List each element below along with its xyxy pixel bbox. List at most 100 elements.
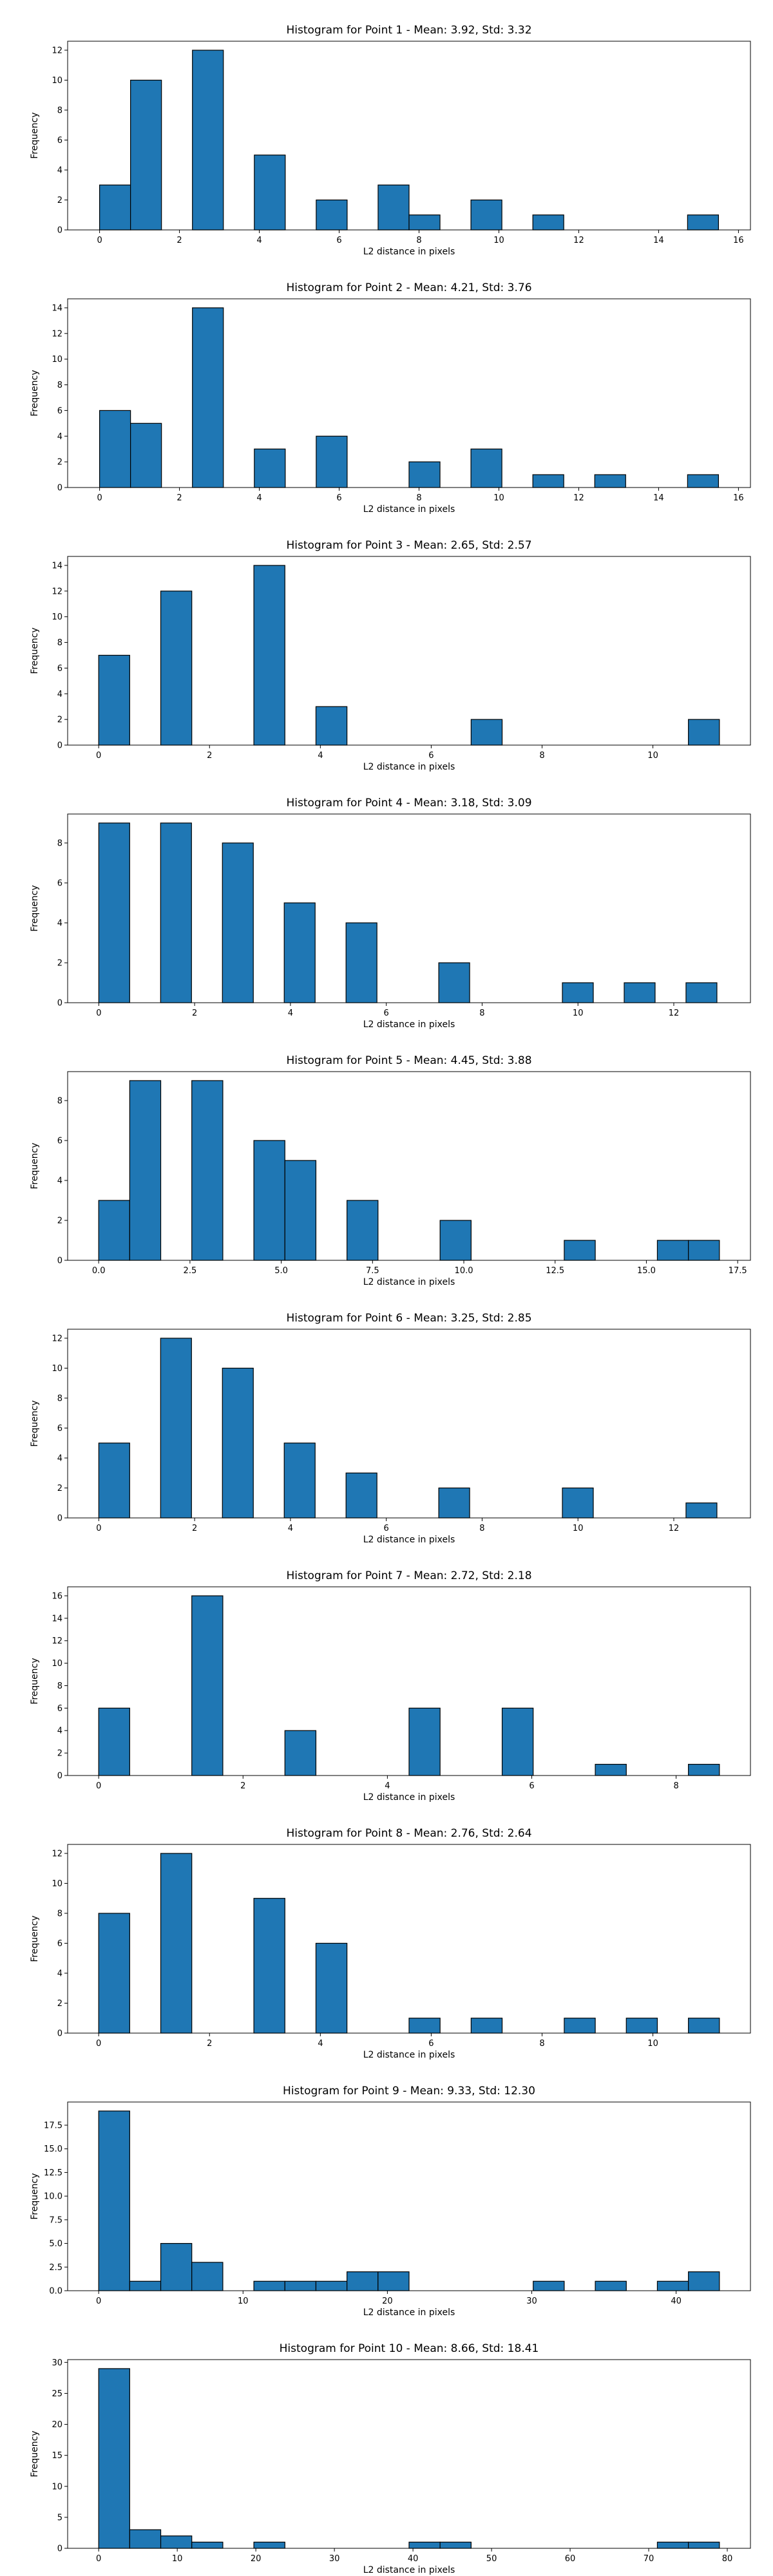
- x-tick-label: 10: [647, 751, 658, 761]
- histogram-bar: [98, 1200, 130, 1261]
- y-tick-label: 2: [57, 1216, 62, 1226]
- plot-frame: [67, 1586, 751, 1776]
- y-tick-label: 8: [57, 1909, 62, 1918]
- y-tick-label: 6: [57, 1939, 62, 1949]
- histogram-bar: [685, 982, 718, 1003]
- x-tick-label: 6: [384, 1009, 389, 1018]
- y-axis-label: Frequency: [30, 370, 40, 416]
- histogram-bar: [687, 474, 720, 488]
- y-tick-label: 6: [57, 1704, 62, 1714]
- histogram-bar: [129, 2280, 162, 2291]
- y-tick-label: 17.5: [44, 2121, 62, 2130]
- x-axis-label: L2 distance in pixels: [363, 1277, 455, 1287]
- x-tick-label: 30: [329, 2554, 340, 2564]
- y-tick-label: 8: [57, 1096, 62, 1106]
- y-tick-label: 12: [52, 329, 62, 339]
- histogram-bar: [562, 982, 594, 1003]
- x-tick-label: 0: [97, 236, 102, 245]
- histogram-bar: [316, 435, 348, 488]
- histogram-bar: [315, 1942, 348, 2034]
- histogram-bar: [160, 2242, 193, 2291]
- y-tick-label: 16: [52, 1591, 62, 1601]
- y-tick-label: 2: [57, 1484, 62, 1493]
- histogram-bar: [345, 1472, 377, 1519]
- histogram-chart-10: Histogram for Point 10 - Mean: 8.66, Std…: [30, 2342, 751, 2575]
- chart-title: Histogram for Point 8 - Mean: 2.76, Std:…: [286, 1827, 531, 1840]
- x-tick-label: 0: [96, 2039, 101, 2049]
- y-tick-label: 7.5: [49, 2215, 62, 2225]
- y-axis-label: Frequency: [30, 2173, 40, 2219]
- plot-frame: [67, 298, 751, 488]
- histogram-bar: [98, 2110, 130, 2291]
- x-tick-label: 12.5: [546, 1266, 564, 1276]
- y-tick-label: 4: [57, 690, 62, 699]
- histogram-bar: [377, 184, 410, 231]
- histogram-chart-8: Histogram for Point 8 - Mean: 2.76, Std:…: [30, 1827, 751, 2060]
- x-tick-label: 8: [416, 493, 421, 503]
- histogram-bar: [688, 2018, 720, 2034]
- y-tick-label: 0: [57, 484, 62, 493]
- histogram-bar: [532, 474, 564, 488]
- x-axis-label: L2 distance in pixels: [363, 1792, 455, 1803]
- y-axis-label: Frequency: [30, 2430, 40, 2477]
- y-tick-label: 12: [52, 1849, 62, 1859]
- histogram-bar: [98, 2368, 130, 2549]
- x-axis-label: L2 distance in pixels: [363, 1535, 455, 1545]
- plot-frame: [67, 556, 751, 746]
- histogram-bar: [98, 654, 130, 746]
- y-tick-label: 0: [57, 226, 62, 236]
- y-tick-label: 2.5: [49, 2263, 62, 2273]
- y-tick-label: 14: [52, 561, 62, 571]
- y-tick-label: 0.0: [49, 2287, 62, 2297]
- x-tick-label: 4: [318, 2039, 323, 2049]
- x-tick-label: 0: [96, 1781, 101, 1791]
- plot-frame: [67, 813, 751, 1003]
- histogram-bar: [439, 1220, 472, 1261]
- histogram-bar: [129, 1080, 162, 1261]
- histogram-bar: [253, 2541, 285, 2549]
- histogram-bar: [160, 1338, 192, 1519]
- chart-title: Histogram for Point 1 - Mean: 3.92, Std:…: [286, 24, 531, 37]
- y-tick-label: 4: [57, 1727, 62, 1736]
- y-tick-label: 2: [57, 715, 62, 725]
- y-tick-label: 0: [57, 1514, 62, 1524]
- x-tick-label: 2: [177, 236, 182, 245]
- histogram-bar: [315, 706, 348, 746]
- plot-frame: [67, 41, 751, 231]
- histogram-bar: [253, 2280, 285, 2291]
- y-tick-label: 8: [57, 1681, 62, 1691]
- y-tick-label: 15: [52, 2451, 62, 2461]
- x-tick-label: 0: [96, 2297, 101, 2306]
- histogram-bar: [438, 962, 470, 1003]
- histogram-bar: [284, 1730, 317, 1776]
- x-tick-label: 30: [526, 2297, 537, 2306]
- histogram-bar: [470, 199, 502, 231]
- y-tick-label: 0: [57, 1772, 62, 1781]
- y-tick-label: 2: [57, 458, 62, 468]
- chart-title: Histogram for Point 10 - Mean: 8.66, Std…: [280, 2342, 539, 2355]
- y-tick-label: 15.0: [44, 2145, 62, 2154]
- x-axis-label: L2 distance in pixels: [363, 504, 455, 515]
- y-tick-label: 0: [57, 2544, 62, 2554]
- y-tick-label: 12.5: [44, 2168, 62, 2178]
- histogram-bar: [625, 2018, 658, 2034]
- histogram-bar: [130, 422, 162, 488]
- y-tick-label: 4: [57, 432, 62, 442]
- y-tick-label: 0: [57, 741, 62, 751]
- x-tick-label: 8: [416, 236, 421, 245]
- histogram-bar: [345, 922, 377, 1003]
- histogram-bar: [408, 461, 441, 488]
- chart-title: Histogram for Point 4 - Mean: 3.18, Std:…: [286, 797, 531, 810]
- x-tick-label: 20: [382, 2297, 393, 2306]
- x-tick-label: 10: [493, 493, 504, 503]
- histogram-bar: [316, 199, 348, 231]
- x-tick-label: 8: [479, 1524, 484, 1533]
- y-tick-label: 8: [57, 381, 62, 390]
- x-tick-label: 8: [539, 751, 544, 761]
- y-tick-label: 10: [52, 355, 62, 365]
- histogram-bar: [98, 822, 130, 1003]
- y-tick-label: 14: [52, 303, 62, 313]
- histogram-bar: [439, 2541, 472, 2549]
- y-tick-label: 6: [57, 664, 62, 674]
